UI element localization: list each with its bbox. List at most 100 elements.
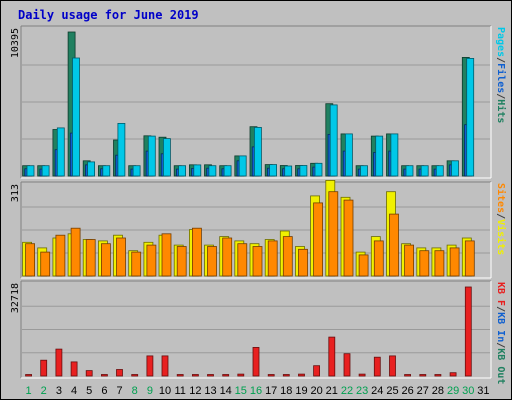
bar-sites-day-30 bbox=[464, 240, 475, 277]
series-axis-label-part: Sites bbox=[495, 183, 507, 213]
bar-kb-f-day-10 bbox=[161, 355, 169, 377]
bar-kb-f-day-21 bbox=[328, 336, 336, 377]
bar-sites-day-22 bbox=[343, 199, 354, 277]
bar-kb-f-day-15 bbox=[237, 373, 245, 377]
day-label: 1 bbox=[26, 385, 32, 397]
day-label: 7 bbox=[116, 385, 122, 397]
bar-pages-day-10 bbox=[162, 138, 171, 177]
series-axis-label: Sites/Visits bbox=[495, 183, 507, 255]
day-label: 12 bbox=[189, 385, 201, 397]
bar-pages-day-25 bbox=[390, 133, 399, 177]
bar-pages-day-21 bbox=[329, 104, 338, 177]
bar-kb-f-day-5 bbox=[85, 370, 93, 377]
series-axis-label-part: KB Out bbox=[495, 348, 506, 384]
series-axis-label-part: Hits bbox=[495, 99, 507, 123]
bar-pages-day-15 bbox=[238, 155, 247, 177]
bar-sites-day-8 bbox=[131, 251, 142, 277]
series-axis-label-part: / bbox=[495, 57, 506, 63]
bar-kb-f-day-17 bbox=[267, 374, 275, 377]
bar-sites-day-17 bbox=[267, 240, 278, 277]
chart-title: Daily usage for June 2019 bbox=[18, 8, 199, 22]
bar-kb-f-day-3 bbox=[55, 348, 63, 377]
day-label: 10 bbox=[159, 385, 171, 397]
bar-kb-f-day-27 bbox=[419, 374, 427, 377]
day-label: 25 bbox=[386, 385, 398, 397]
bar-kb-f-day-18 bbox=[282, 374, 290, 377]
series-axis-label-part: KB In bbox=[495, 312, 506, 342]
bar-pages-day-16 bbox=[253, 127, 262, 177]
day-label: 4 bbox=[71, 385, 77, 397]
bar-kb-f-day-30 bbox=[464, 286, 472, 377]
bar-sites-day-19 bbox=[298, 248, 308, 277]
bar-sites-day-16 bbox=[252, 246, 263, 277]
bar-pages-day-20 bbox=[314, 162, 323, 177]
bar-sites-day-4 bbox=[70, 227, 81, 277]
bar-sites-day-26 bbox=[404, 244, 415, 277]
bar-kb-f-day-8 bbox=[131, 374, 139, 377]
bar-kb-f-day-28 bbox=[434, 374, 442, 377]
panel-2: 313 Sites/Visits bbox=[10, 179, 507, 279]
day-label: 21 bbox=[326, 385, 338, 397]
bar-sites-day-7 bbox=[116, 237, 126, 277]
series-axis-label: Pages/Files/Hits bbox=[495, 27, 507, 123]
bar-pages-day-27 bbox=[420, 165, 429, 177]
bar-pages-day-26 bbox=[405, 165, 414, 177]
bar-pages-day-18 bbox=[284, 165, 293, 177]
bar-sites-day-1 bbox=[25, 243, 36, 277]
bar-pages-day-9 bbox=[147, 135, 156, 177]
bar-kb-f-day-6 bbox=[101, 374, 108, 377]
bar-pages-day-23 bbox=[360, 165, 368, 177]
bar-kb-f-day-25 bbox=[389, 355, 396, 377]
bar-kb-f-day-9 bbox=[146, 355, 154, 377]
bar-kb-f-day-12 bbox=[191, 374, 199, 377]
day-label: 19 bbox=[295, 385, 307, 397]
ymax-label: 10395 bbox=[10, 28, 21, 58]
series-axis-label-part: Files bbox=[495, 63, 507, 93]
day-label: 6 bbox=[101, 385, 107, 397]
bar-kb-f-day-4 bbox=[70, 361, 78, 377]
day-label: 15 bbox=[235, 385, 247, 397]
bar-pages-day-22 bbox=[344, 133, 353, 177]
bar-pages-day-4 bbox=[72, 57, 80, 177]
bar-kb-f-day-2 bbox=[40, 359, 48, 377]
bar-sites-day-23 bbox=[358, 254, 369, 277]
day-label: 20 bbox=[310, 385, 322, 397]
bar-pages-day-30 bbox=[466, 58, 475, 177]
bar-sites-day-25 bbox=[389, 213, 399, 277]
bar-pages-day-12 bbox=[193, 164, 202, 177]
day-label: 31 bbox=[477, 385, 489, 397]
bar-kb-f-day-20 bbox=[313, 365, 321, 377]
bar-pages-day-19 bbox=[299, 165, 308, 177]
bar-sites-day-28 bbox=[434, 250, 445, 277]
bar-sites-day-12 bbox=[191, 227, 202, 277]
bar-kb-f-day-24 bbox=[373, 356, 381, 377]
bar-sites-day-20 bbox=[313, 202, 324, 277]
bar-sites-day-5 bbox=[85, 239, 96, 277]
day-label: 13 bbox=[204, 385, 216, 397]
day-labels: 1 2 3 4 5 6 7 8 9 10 11 12 13 14 15 16 17 18 19 20 21 22 23 24 2… bbox=[26, 385, 490, 397]
bar-sites-day-24 bbox=[373, 240, 384, 277]
day-label: 24 bbox=[371, 385, 383, 397]
day-label: 27 bbox=[417, 385, 429, 397]
bar-pages-day-5 bbox=[87, 161, 95, 177]
day-label: 17 bbox=[265, 385, 277, 397]
bar-kb-f-day-11 bbox=[176, 374, 184, 377]
bar-pages-day-29 bbox=[451, 160, 459, 177]
bar-sites-day-15 bbox=[237, 243, 248, 277]
bar-kb-f-day-13 bbox=[207, 374, 214, 377]
bar-kb-f-day-29 bbox=[449, 372, 457, 377]
bar-pages-day-17 bbox=[269, 164, 278, 177]
bar-sites-day-29 bbox=[449, 247, 460, 277]
bar-pages-day-28 bbox=[435, 165, 444, 177]
series-axis-label: KB F/KB In/KB Out bbox=[495, 282, 506, 384]
day-label: 23 bbox=[356, 385, 368, 397]
bar-sites-day-27 bbox=[419, 250, 430, 277]
bar-kb-f-day-7 bbox=[116, 369, 123, 377]
series-axis-label-part: / bbox=[495, 306, 506, 312]
day-label: 9 bbox=[147, 385, 153, 397]
panel-1: 10395 Pages/Files/Hits bbox=[10, 25, 507, 179]
day-label: 16 bbox=[250, 385, 262, 397]
bar-pages-day-8 bbox=[132, 165, 141, 177]
bar-pages-day-7 bbox=[117, 123, 126, 177]
series-axis-label-part: / bbox=[495, 342, 506, 348]
